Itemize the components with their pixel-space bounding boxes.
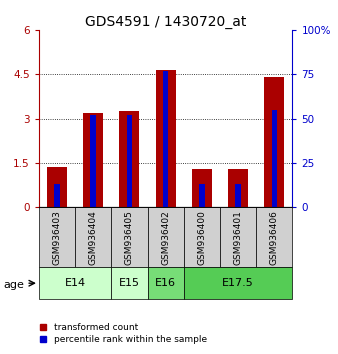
Title: GDS4591 / 1430720_at: GDS4591 / 1430720_at [85, 15, 246, 29]
Bar [228, 169, 248, 207]
Text: E14: E14 [65, 278, 86, 288]
Bar [184, 267, 292, 299]
Bar [199, 184, 204, 207]
Bar [184, 207, 220, 267]
Bar [54, 184, 60, 207]
Bar [192, 169, 212, 207]
Bar [39, 207, 75, 267]
Bar [91, 115, 96, 207]
Text: E17.5: E17.5 [222, 278, 254, 288]
Text: GSM936406: GSM936406 [270, 210, 279, 265]
Text: GSM936401: GSM936401 [234, 210, 243, 265]
Bar [147, 267, 184, 299]
Bar [75, 207, 111, 267]
Text: E15: E15 [119, 278, 140, 288]
Bar [111, 267, 147, 299]
Bar [47, 167, 67, 207]
Bar [156, 70, 175, 207]
Bar [147, 207, 184, 267]
Bar [235, 184, 241, 207]
Bar [163, 71, 168, 207]
Text: GSM936403: GSM936403 [52, 210, 62, 265]
Bar [111, 207, 147, 267]
Text: age: age [3, 280, 24, 290]
Text: GSM936405: GSM936405 [125, 210, 134, 265]
Legend: transformed count, percentile rank within the sample: transformed count, percentile rank withi… [38, 322, 209, 346]
Text: GSM936404: GSM936404 [89, 210, 98, 264]
Text: GSM936402: GSM936402 [161, 210, 170, 264]
Bar [271, 110, 277, 207]
Bar [39, 267, 111, 299]
Bar [83, 113, 103, 207]
Bar [119, 111, 139, 207]
Bar [127, 115, 132, 207]
Bar [220, 207, 256, 267]
Bar [256, 207, 292, 267]
Text: E16: E16 [155, 278, 176, 288]
Text: GSM936400: GSM936400 [197, 210, 206, 265]
Bar [264, 77, 284, 207]
